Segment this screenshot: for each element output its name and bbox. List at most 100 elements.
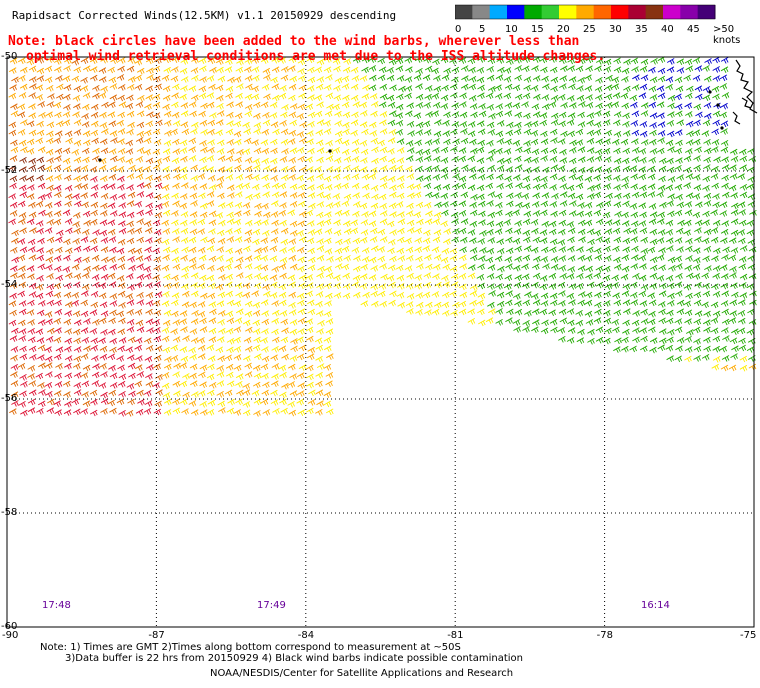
wind-barb (188, 246, 197, 254)
wind-barb (316, 220, 325, 227)
wind-barb (261, 219, 269, 226)
wind-barb (497, 66, 505, 74)
wind-barb (586, 156, 595, 163)
wind-barb (307, 256, 316, 264)
wind-barb (307, 308, 316, 316)
wind-barb (576, 94, 585, 102)
wind-barb (154, 291, 163, 298)
wind-barb (17, 319, 26, 327)
wind-barb (216, 265, 225, 273)
wind-barb (298, 92, 306, 100)
wind-barb (252, 381, 261, 389)
wind-barb (738, 148, 747, 156)
wind-barb (370, 290, 379, 298)
wind-barb (234, 156, 242, 164)
wind-barb (254, 210, 262, 218)
wind-barb (693, 184, 702, 192)
wind-barb (172, 407, 181, 415)
wind-barb (216, 110, 225, 117)
wind-barb (422, 245, 431, 252)
wind-barb (521, 193, 530, 200)
wind-barb (451, 66, 460, 74)
wind-barb (145, 209, 153, 216)
wind-barb (64, 337, 73, 345)
wind-barb (630, 183, 639, 191)
colorbar-swatch (524, 5, 543, 19)
colorbar-swatch (697, 5, 716, 19)
wind-barb (550, 326, 558, 334)
wind-barb (72, 193, 80, 200)
wind-barb (225, 85, 234, 93)
wind-barb (514, 220, 522, 227)
wind-barb (424, 191, 433, 199)
wind-barb (80, 57, 89, 65)
wind-barb (505, 317, 513, 324)
wind-barb (683, 219, 692, 227)
wind-barb (216, 246, 225, 253)
wind-barb (334, 130, 343, 138)
wind-barb (558, 120, 566, 128)
wind-barb (649, 337, 658, 345)
wind-barb (189, 192, 198, 200)
wind-barb (289, 192, 298, 199)
wind-barb (261, 310, 270, 317)
wind-barb (290, 345, 298, 353)
wind-barb (695, 93, 703, 101)
wind-barb (190, 128, 198, 135)
wind-barb (206, 191, 215, 198)
wind-barb (217, 310, 226, 317)
wind-barb (188, 236, 197, 244)
wind-barb (440, 56, 449, 64)
wind-barb (648, 101, 657, 109)
wind-barb (487, 86, 496, 93)
wind-barb (136, 371, 145, 378)
wind-barb (361, 256, 370, 263)
wind-barb (226, 101, 234, 109)
wind-barb (665, 344, 674, 352)
wind-barb (440, 173, 449, 180)
wind-barb (334, 110, 342, 118)
wind-barb (351, 156, 360, 163)
wind-barb (200, 129, 208, 136)
wind-barb (452, 138, 460, 146)
wind-barb (359, 166, 368, 173)
wind-barb (415, 165, 424, 173)
wind-barb (467, 57, 476, 65)
wind-barb (325, 408, 334, 416)
wind-barb (244, 66, 252, 73)
wind-barb (90, 398, 98, 406)
wind-barb (694, 65, 703, 72)
wind-barb (416, 263, 424, 270)
wind-barb (415, 292, 424, 299)
wind-barb (226, 346, 234, 354)
footnote-line-2: 3)Data buffer is 22 hrs from 20150929 4)… (65, 653, 523, 664)
wind-barb (173, 390, 181, 398)
wind-barb (415, 93, 424, 101)
wind-barb (189, 363, 198, 371)
wind-barb (487, 57, 496, 65)
wind-barb (126, 326, 135, 333)
wind-barb (179, 166, 188, 174)
wind-barb (370, 283, 379, 291)
wind-barb (152, 101, 161, 109)
wind-barb (323, 128, 332, 135)
wind-barb (415, 83, 423, 90)
wind-barb (440, 192, 449, 200)
wind-barb (532, 319, 540, 326)
wind-barb (567, 266, 576, 273)
wind-barb (665, 184, 674, 192)
wind-barb (126, 237, 135, 245)
wind-barb (207, 175, 216, 182)
wind-barb (244, 255, 253, 262)
wind-barb (658, 165, 667, 173)
wind-barb (180, 254, 188, 262)
wind-barb (415, 149, 424, 156)
wind-barb (406, 173, 415, 180)
wind-barb (593, 191, 602, 199)
wind-barb (540, 138, 549, 146)
wind-barb (262, 191, 271, 198)
wind-barb (692, 138, 701, 146)
wind-barb (100, 85, 108, 93)
wind-barb (622, 200, 630, 208)
wind-barb (685, 173, 694, 180)
